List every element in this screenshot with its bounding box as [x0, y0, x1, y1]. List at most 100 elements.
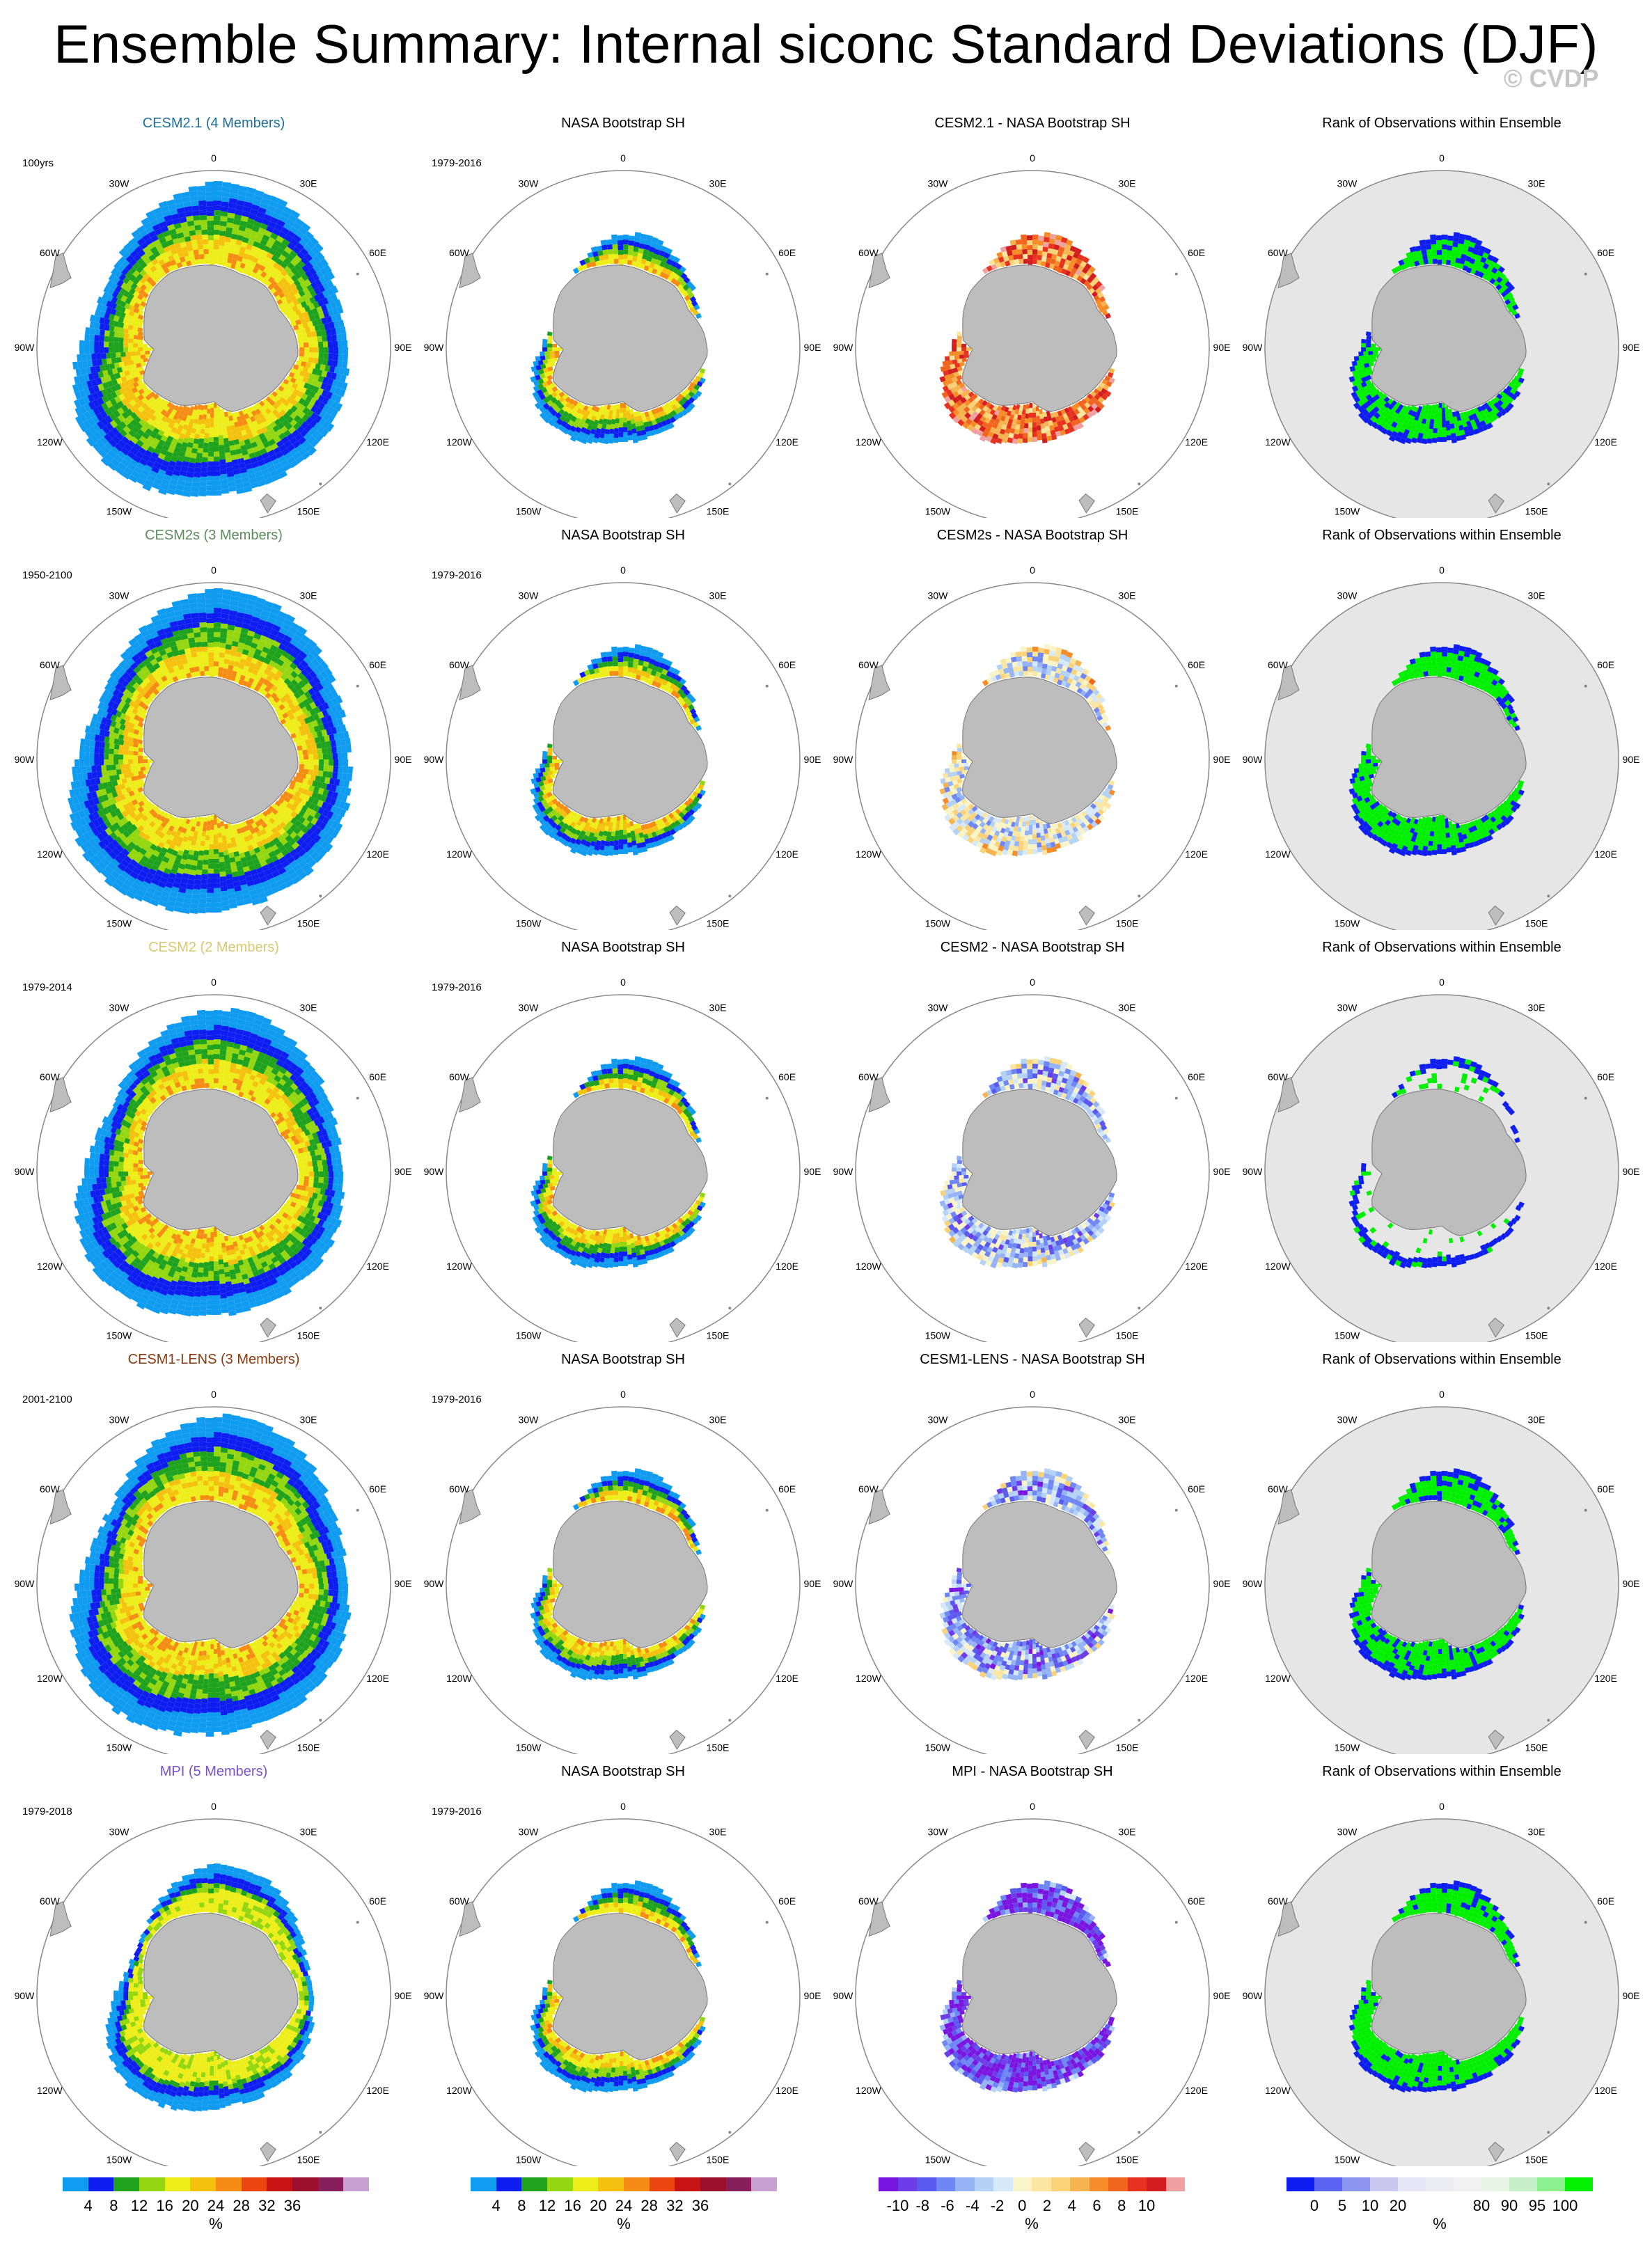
longitude-label: 120W: [37, 2085, 63, 2096]
longitude-label: 90E: [804, 342, 821, 353]
longitude-label: 60E: [1597, 247, 1614, 258]
longitude-label: 120W: [446, 436, 472, 448]
new-zealand-landmass: [1078, 2141, 1095, 2162]
model-panel-title: CESM2 (2 Members): [148, 940, 279, 955]
sea-ice-field: [939, 232, 1115, 445]
longitude-label: 150E: [1525, 1330, 1548, 1341]
longitude-label: 0: [1439, 565, 1445, 576]
diff-map-panel: MPI - NASA Bootstrap SH 0 30E 60E 90E 120E 150…: [827, 1753, 1238, 2166]
rank-map-panel: Rank of Observations within Ensemble 0 30E…: [1236, 929, 1647, 1342]
longitude-label: 60E: [369, 659, 386, 670]
longitude-label: 150E: [1525, 1742, 1548, 1753]
colorbar-tick-label: 20: [590, 2197, 607, 2214]
time-period-label: 1979-2018: [22, 1806, 72, 1818]
colorbar-swatch: [936, 2177, 955, 2191]
colorbar-swatch: [113, 2177, 140, 2191]
obs-map-panel: NASA Bootstrap SH 1979-2016 0 30E 60E 90E 120E…: [418, 929, 828, 1342]
longitude-label: 150E: [1525, 918, 1548, 929]
longitude-label: 120W: [446, 2085, 472, 2096]
longitude-label: 150E: [707, 918, 730, 929]
longitude-label: 120W: [1265, 849, 1291, 860]
antarctica-landmass: [143, 1501, 299, 1648]
antarctica-landmass: [143, 265, 299, 412]
obs-panel-title: NASA Bootstrap SH: [561, 1352, 685, 1367]
polar-stereographic-map: 030E60E90E120E150E180150W120W90W60W30W: [1243, 1389, 1639, 1754]
sea-ice-field: [530, 1880, 706, 2093]
longitude-label: 60E: [369, 247, 386, 258]
longitude-label: 120W: [856, 1261, 881, 1272]
colorbar-tick-label: 6: [1092, 2197, 1101, 2214]
new-zealand-landmass: [260, 1317, 276, 1338]
longitude-label: 30E: [1119, 1414, 1136, 1425]
time-period-label: 1979-2014: [22, 981, 72, 993]
longitude-label: 150E: [297, 2154, 320, 2166]
longitude-label: 120W: [446, 1261, 472, 1272]
polar-stereographic-map: 030E60E90E120E150E180150W120W90W60W30W: [15, 1801, 411, 2166]
polar-stereographic-map: 030E60E90E120E150E180150W120W90W60W30W: [424, 1801, 821, 2166]
longitude-label: 30E: [300, 178, 317, 189]
longitude-label: 30E: [1119, 1002, 1136, 1013]
diff-map-panel: CESM2s - NASA Bootstrap SH 0 30E 60E 90E 120E…: [827, 517, 1238, 930]
longitude-label: 90W: [833, 1578, 854, 1589]
colorbar-swatch: [139, 2177, 165, 2191]
longitude-label: 90E: [395, 1166, 412, 1177]
longitude-label: 150E: [297, 506, 320, 517]
longitude-label: 60W: [1268, 1895, 1289, 1907]
longitude-label: 90E: [804, 1578, 821, 1589]
diff-map-panel: CESM2 - NASA Bootstrap SH 0 30E 60E 90E 120E 1…: [827, 929, 1238, 1342]
south-america-landmass: [1277, 1901, 1300, 1937]
map-row: CESM2 (2 Members) 1979-2014 0 30E 60E 90E 120E…: [0, 929, 1652, 1342]
south-america-landmass: [868, 665, 890, 701]
longitude-label: 60E: [1188, 1895, 1205, 1907]
longitude-label: 0: [211, 977, 217, 988]
colorbar-swatch: [1342, 2177, 1370, 2191]
colorbar-tick-label: 4: [491, 2197, 501, 2214]
longitude-label: 60W: [1268, 1071, 1289, 1082]
obs-panel-title: NASA Bootstrap SH: [561, 116, 685, 131]
longitude-label: 60W: [40, 1895, 61, 1907]
longitude-label: 150W: [1335, 1742, 1360, 1753]
longitude-label: 150E: [1116, 1330, 1139, 1341]
longitude-label: 60W: [858, 247, 879, 258]
longitude-label: 60E: [778, 1071, 796, 1082]
longitude-label: 90W: [15, 342, 36, 353]
longitude-label: 120E: [1594, 2085, 1617, 2096]
south-america-landmass: [1277, 1489, 1300, 1525]
colorbar-swatch: [496, 2177, 522, 2191]
time-period-label: 1979-2016: [432, 569, 482, 581]
colorbar-swatch: [675, 2177, 701, 2191]
colorbar-tick-label: -10: [886, 2197, 909, 2214]
longitude-label: 120E: [366, 849, 389, 860]
longitude-label: 90W: [1243, 342, 1264, 353]
longitude-label: 120W: [1265, 1673, 1291, 1684]
colorbar-swatch: [1165, 2177, 1185, 2191]
new-zealand-landmass: [1078, 905, 1095, 926]
sea-ice-field: [530, 1468, 706, 1681]
longitude-label: 120W: [1265, 436, 1291, 448]
rank-map-panel: Rank of Observations within Ensemble 0 30E…: [1236, 517, 1647, 930]
longitude-label: 120W: [37, 1261, 63, 1272]
longitude-label: 150E: [1116, 506, 1139, 517]
longitude-label: 120W: [856, 2085, 881, 2096]
colorbar-tick-label: 32: [666, 2197, 684, 2214]
rank-colorbar: 0 5 10 20 80 90 95 100%: [1287, 2170, 1621, 2240]
colorbar-tick-label: 16: [156, 2197, 173, 2214]
antarctica-landmass: [1371, 1501, 1527, 1648]
map-row: CESM1-LENS (3 Members) 2001-2100 0 30E 60E 90…: [0, 1341, 1652, 1754]
longitude-label: 150W: [925, 1330, 951, 1341]
sea-ice-field: [530, 232, 706, 445]
longitude-label: 60W: [858, 659, 879, 670]
colorbar-swatch: [1051, 2177, 1070, 2191]
new-zealand-landmass: [260, 493, 276, 514]
model-panel-title: MPI (5 Members): [159, 1764, 268, 1779]
longitude-label: 150W: [107, 2154, 132, 2166]
longitude-label: 60E: [778, 659, 796, 670]
colorbar-swatch: [598, 2177, 624, 2191]
longitude-label: 60E: [1188, 1071, 1205, 1082]
longitude-label: 60E: [1597, 1483, 1614, 1495]
colorbar-swatch: [725, 2177, 752, 2191]
colorbar-unit-label: %: [209, 2215, 223, 2232]
longitude-label: 150E: [707, 2154, 730, 2166]
colorbar-swatch: [1370, 2177, 1398, 2191]
sea-ice-field: [1348, 644, 1525, 857]
